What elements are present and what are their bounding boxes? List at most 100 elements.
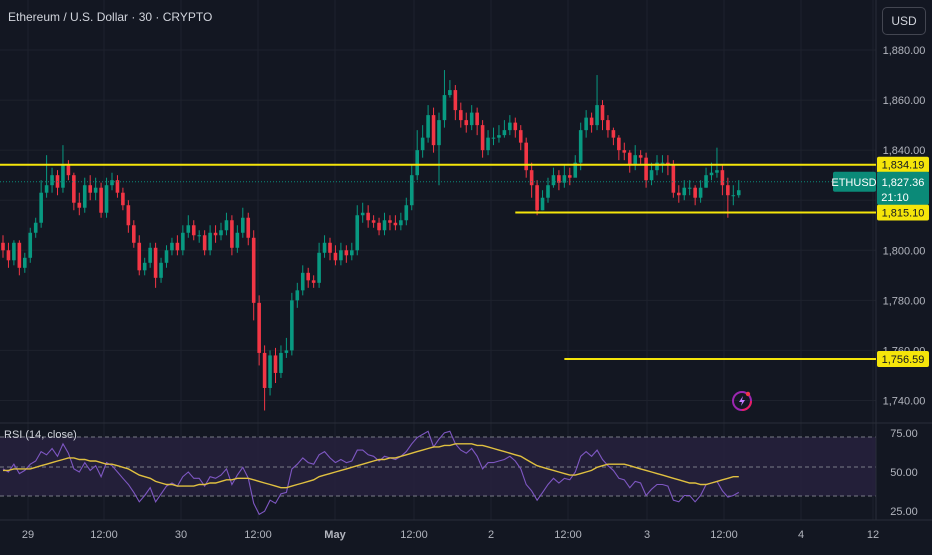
candle-body xyxy=(600,105,605,121)
candle xyxy=(251,230,256,321)
candle-body xyxy=(442,95,447,121)
candle-body xyxy=(595,105,599,126)
candle-body xyxy=(404,205,409,221)
candle-body xyxy=(606,120,610,131)
candle xyxy=(551,167,556,188)
rsi-tick-label: 50.00 xyxy=(890,467,918,479)
candle xyxy=(153,242,158,288)
price-tick-label: 1,860.00 xyxy=(883,95,926,107)
candle-body xyxy=(115,180,120,193)
candle xyxy=(175,235,180,256)
price-tick-label: 1,880.00 xyxy=(883,45,926,57)
candle xyxy=(415,130,419,181)
candle-body xyxy=(262,352,267,388)
candle-body xyxy=(257,302,261,353)
candle-body xyxy=(611,130,616,138)
candle-body xyxy=(208,232,212,251)
candle-body xyxy=(513,122,518,131)
price-tags: 1,834.19 1,815.10 1,756.59 ETHUSD 1,827.36 21… xyxy=(831,156,929,367)
candle xyxy=(230,215,234,256)
candle xyxy=(573,155,578,178)
candle-body xyxy=(121,192,125,206)
candle-body xyxy=(66,165,71,176)
candle xyxy=(191,220,196,241)
candle xyxy=(317,242,321,288)
candle xyxy=(469,105,474,131)
candle xyxy=(61,145,65,193)
candle xyxy=(246,212,251,246)
candle-body xyxy=(306,272,310,281)
candle xyxy=(273,347,278,383)
candle xyxy=(66,160,71,181)
candle xyxy=(257,295,261,366)
candle xyxy=(104,177,109,218)
candle xyxy=(55,170,60,196)
candle-body xyxy=(82,185,87,208)
candle-body xyxy=(562,175,567,183)
candle xyxy=(328,237,332,261)
candle-body xyxy=(453,90,458,111)
candle xyxy=(687,180,692,196)
candle-body xyxy=(720,170,725,186)
time-tick-label: May xyxy=(324,529,346,541)
rsi-tick-label: 75.00 xyxy=(890,428,918,440)
candle-body xyxy=(322,242,327,253)
candle-body xyxy=(1,242,5,251)
candle xyxy=(82,177,87,213)
lightning-alert-icon[interactable] xyxy=(732,391,752,411)
candle-body xyxy=(61,165,65,188)
candle xyxy=(540,190,545,211)
candle-body xyxy=(44,185,49,193)
candle-body xyxy=(736,190,741,196)
candle xyxy=(126,200,131,233)
candle xyxy=(611,127,616,146)
candle-body xyxy=(655,162,659,171)
candle-body xyxy=(241,217,245,233)
candle-body xyxy=(535,185,539,211)
candle xyxy=(578,122,583,171)
candle xyxy=(339,242,343,266)
time-tick-label: 12:00 xyxy=(710,529,738,541)
candle-body xyxy=(350,250,354,256)
candle xyxy=(617,135,621,161)
symbol-tag xyxy=(833,171,876,192)
candle-body xyxy=(88,185,92,193)
candle xyxy=(333,245,338,266)
candle xyxy=(12,240,16,266)
candle xyxy=(110,172,114,191)
levels-layer[interactable] xyxy=(0,163,876,360)
candle xyxy=(170,237,174,256)
candle-body xyxy=(617,137,621,151)
candle xyxy=(295,282,300,308)
candle xyxy=(431,107,436,153)
candle-body xyxy=(284,350,289,353)
time-tick-label: 12:00 xyxy=(244,529,272,541)
candle-body xyxy=(246,217,251,238)
candle xyxy=(426,105,430,143)
last-price-value: 1,827.36 xyxy=(882,177,925,189)
candle-body xyxy=(448,90,452,96)
candle-body xyxy=(317,252,321,283)
candle-body xyxy=(99,187,103,213)
candle-body xyxy=(279,352,283,373)
candle-body xyxy=(311,280,316,283)
candle xyxy=(23,252,27,273)
price-tick-label: 1,780.00 xyxy=(883,295,926,307)
candle xyxy=(344,245,349,263)
candle xyxy=(404,197,409,226)
candle xyxy=(202,230,207,256)
rsi-indicator-label[interactable]: RSI (14, close) xyxy=(4,429,77,441)
price-tick-label: 1,840.00 xyxy=(883,145,926,157)
currency-button[interactable]: USD xyxy=(882,7,926,35)
candle xyxy=(513,117,518,138)
candle xyxy=(44,155,49,198)
candle-body xyxy=(300,272,305,291)
candle xyxy=(142,257,147,276)
candle xyxy=(219,222,223,241)
rsi-axis[interactable]: 25.00 50.00 75.00 xyxy=(890,428,918,518)
candle xyxy=(224,212,229,236)
candle xyxy=(682,180,687,201)
time-axis[interactable]: 29 12:00 30 12:00 May 12:00 2 12:00 3 12:00 4 12 xyxy=(22,529,879,541)
